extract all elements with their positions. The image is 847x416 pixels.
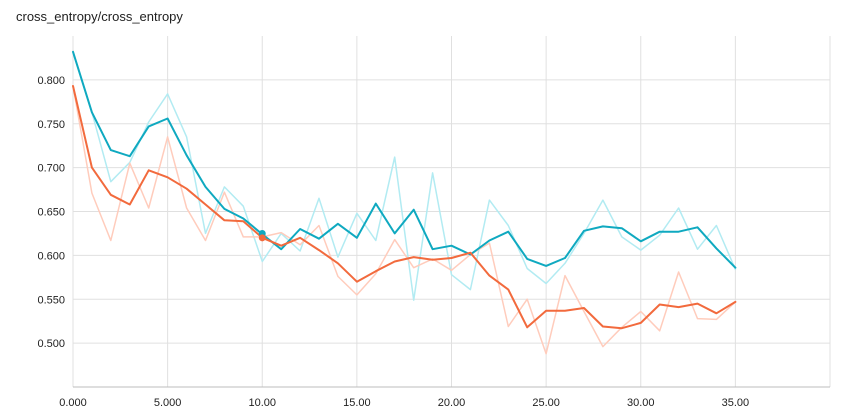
x-tick-label: 15.00: [343, 397, 371, 409]
series-line-teal-smoothed: [72, 50, 737, 269]
x-tick-labels: 0.000 5.000 10.00 15.00 20.00 25.00 30.00 35.00: [59, 397, 749, 409]
x-tick-label: 35.00: [722, 397, 750, 409]
y-tick-label: 0.600: [37, 250, 65, 262]
y-tick-label: 0.650: [37, 207, 65, 219]
x-tick-label: 20.00: [438, 397, 466, 409]
y-tick-label: 0.750: [37, 119, 65, 131]
x-tick-label: 25.00: [532, 397, 560, 409]
x-tick-label: 5.000: [154, 397, 182, 409]
x-tick-label: 10.00: [248, 397, 276, 409]
y-tick-label: 0.800: [37, 75, 65, 87]
y-tick-label: 0.700: [37, 163, 65, 175]
series-line-teal-raw: [72, 51, 737, 301]
y-tick-label: 0.500: [37, 338, 65, 350]
series-line-orange-smoothed: [72, 85, 737, 330]
x-tick-label: 0.000: [59, 397, 87, 409]
marker-layer: [258, 229, 266, 242]
x-tick-label: 30.00: [627, 397, 655, 409]
grid-layer: [72, 36, 831, 387]
series-layer: [72, 50, 737, 355]
chart-title: cross_entropy/cross_entropy: [16, 9, 183, 24]
orange-marker[interactable]: [258, 234, 266, 242]
y-tick-label: 0.550: [37, 294, 65, 306]
y-tick-labels: 0.500 0.550 0.600 0.650 0.700 0.750 0.800: [37, 75, 65, 350]
series-line-orange-raw: [72, 85, 737, 355]
